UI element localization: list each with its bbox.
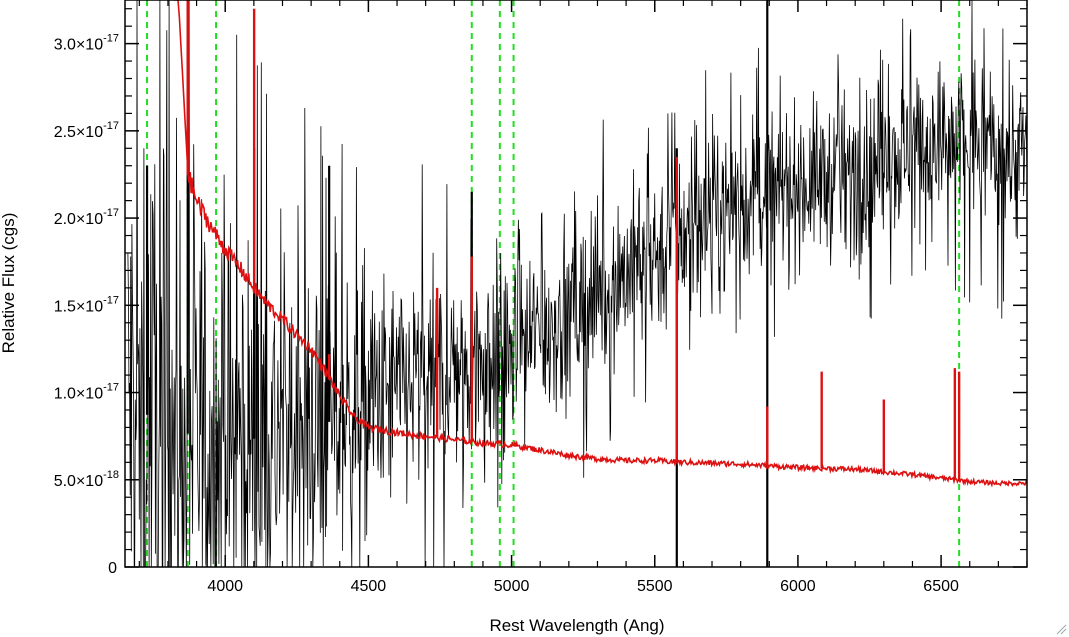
y-tick-label-4: 2.0×10-17 [54, 207, 119, 228]
y-tick-label-3: 1.5×10-17 [54, 294, 119, 315]
observed-spectrum-layer [127, 0, 1027, 567]
axes: 4000 4500 5000 5500 6000 6500 0 5.0×10-18 1.0×10… [54, 0, 1028, 595]
y-tick-label-2: 1.0×10-17 [54, 382, 119, 403]
x-tick-label-2: 5000 [494, 578, 530, 595]
template-spectrum-layer [173, 0, 1027, 488]
y-tick-label-5: 2.5×10-17 [54, 120, 119, 141]
y-tick-label-1: 5.0×10-18 [54, 469, 119, 490]
y-axis-title: Relative Flux (cgs) [0, 213, 18, 354]
template-spectrum-line [173, 0, 1027, 488]
x-tick-label-5: 6500 [923, 578, 959, 595]
plot-frame [124, 0, 1028, 568]
y-tick-label-6: 3.0×10-17 [54, 33, 119, 54]
x-axis-title: Rest Wavelength (Ang) [489, 616, 664, 635]
x-tick-label-0: 4000 [207, 578, 243, 595]
resize-grip-icon[interactable] [1055, 623, 1067, 635]
x-tick-label-3: 5500 [637, 578, 673, 595]
x-tick-label-4: 6000 [780, 578, 816, 595]
observed-spectrum-line [127, 0, 1027, 567]
x-tick-label-1: 4500 [351, 578, 387, 595]
y-tick-label-0: 0 [108, 560, 117, 577]
